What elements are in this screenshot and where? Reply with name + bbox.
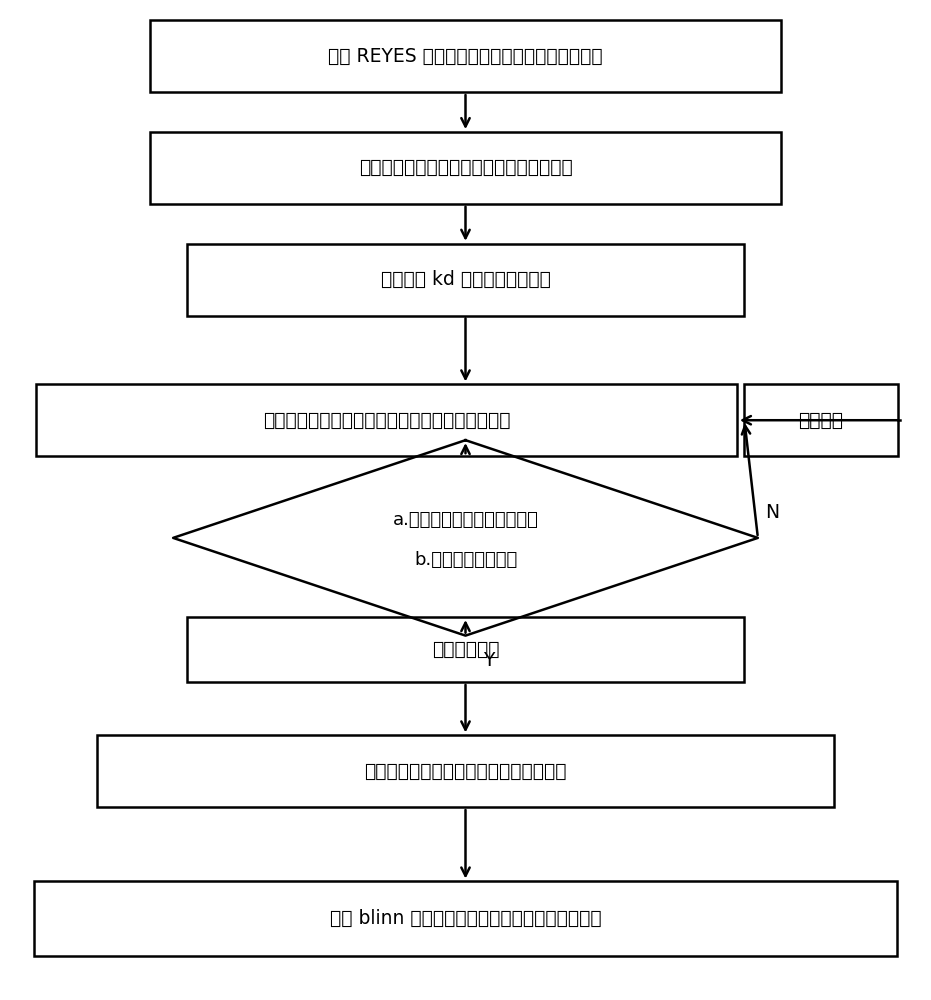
Bar xyxy=(36,384,737,456)
Bar xyxy=(97,735,834,807)
Bar xyxy=(187,244,744,316)
Bar xyxy=(150,132,781,204)
Bar xyxy=(187,617,744,682)
Text: 依据次表面散射函数对当前树切积分计算: 依据次表面散射函数对当前树切积分计算 xyxy=(364,762,567,781)
Bar xyxy=(34,881,897,956)
Bar xyxy=(150,20,781,92)
Text: b.该节点为叶子节点: b.该节点为叶子节点 xyxy=(414,551,517,569)
Text: 使用 blinn 模型添加高光得到当前着色点的辐照度: 使用 blinn 模型添加高光得到当前着色点的辐照度 xyxy=(330,909,601,928)
Text: 左右子树: 左右子树 xyxy=(799,411,843,430)
Text: 对于每个着色点遍历点云树节点（从根节点开始）: 对于每个着色点遍历点云树节点（从根节点开始） xyxy=(263,411,510,430)
Text: N: N xyxy=(764,503,779,522)
Text: 使用点云 kd 树存储点云采样点: 使用点云 kd 树存储点云采样点 xyxy=(381,270,550,289)
Text: a.该节点与当前着色点相关联: a.该节点与当前着色点相关联 xyxy=(393,511,538,529)
Text: 节点加入树切: 节点加入树切 xyxy=(432,640,499,659)
Text: 使用 REYES 算法对次表面散射物体表面进行采样: 使用 REYES 算法对次表面散射物体表面进行采样 xyxy=(329,47,602,66)
Text: Y: Y xyxy=(483,651,494,670)
Text: 对采样点进行直接光照计算形成点云采样点: 对采样点进行直接光照计算形成点云采样点 xyxy=(358,158,573,177)
Bar xyxy=(745,384,897,456)
